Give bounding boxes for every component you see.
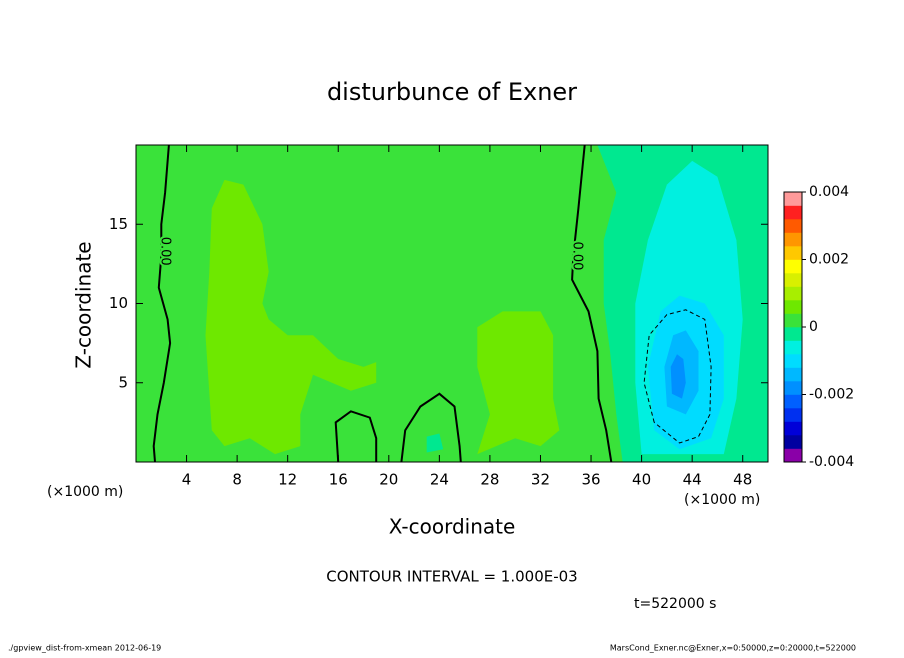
y-axis-label: Z-coordinate	[72, 241, 96, 368]
x-tick-label: 12	[278, 471, 297, 489]
chart-title: disturbunce of Exner	[327, 78, 577, 106]
contour-line	[152, 145, 172, 462]
y-tick-label: 10	[109, 294, 128, 312]
colorbar-swatch	[784, 219, 802, 233]
colorbar-swatch	[784, 448, 802, 463]
contour-line	[400, 392, 462, 462]
x-tick-label: 20	[379, 471, 398, 489]
y-unit: (×1000 m)	[47, 484, 123, 500]
colorbar-swatch	[784, 381, 802, 395]
field-region	[670, 354, 686, 399]
x-tick-label: 44	[683, 471, 702, 489]
colorbar-swatch	[784, 273, 802, 287]
time-label: t=522000 s	[634, 596, 716, 612]
colorbar-tick-label: 0.002	[809, 252, 849, 268]
x-tick-label: 48	[733, 471, 752, 489]
contour-line	[643, 309, 712, 444]
x-tick-label: 40	[632, 471, 651, 489]
colorbar-swatch	[784, 408, 802, 422]
colorbar-swatch	[784, 367, 802, 382]
y-tick-label: 15	[109, 215, 128, 233]
colorbar-tick-label: 0	[809, 319, 818, 335]
x-tick-label: 32	[531, 471, 550, 489]
colorbar-swatch	[784, 192, 802, 206]
colorbar-swatch	[784, 300, 802, 314]
colorbar-tick-label: -0.002	[809, 387, 854, 403]
colorbar-tick-label: 0.004	[809, 184, 849, 200]
colorbar-swatch	[784, 421, 802, 436]
colorbar-swatch	[784, 340, 802, 355]
field-region	[426, 433, 444, 453]
plot-area	[136, 145, 768, 462]
contour-line	[571, 145, 613, 462]
colorbar-swatch	[784, 205, 802, 220]
contour-line	[334, 410, 378, 462]
x-tick-label: 36	[581, 471, 600, 489]
contour-label: 0.00	[570, 241, 585, 270]
colorbar-swatch	[784, 327, 802, 341]
contour-label: 0.00	[158, 237, 173, 266]
x-unit: (×1000 m)	[684, 492, 760, 508]
colorbar-swatch	[784, 435, 802, 449]
x-axis-label: X-coordinate	[389, 515, 516, 539]
colorbar-swatch	[784, 354, 802, 368]
field-region	[205, 179, 377, 455]
x-tick-label: 28	[480, 471, 499, 489]
x-tick-label: 8	[232, 471, 242, 489]
colorbar-swatch	[784, 313, 802, 328]
colorbar-swatch	[784, 246, 802, 260]
colorbar-swatch	[784, 286, 802, 301]
x-tick-label: 24	[430, 471, 449, 489]
footer-right: MarsCond_Exner.nc@Exner,x=0:50000,z=0:20…	[610, 644, 856, 653]
colorbar-swatch	[784, 232, 802, 247]
annotation: CONTOUR INTERVAL = 1.000E-03	[326, 568, 577, 586]
field-region	[477, 311, 560, 455]
x-tick-label: 16	[329, 471, 348, 489]
y-tick-label: 5	[118, 373, 128, 391]
colorbar-swatch	[784, 394, 802, 409]
colorbar-tick-label: -0.004	[809, 454, 854, 470]
footer-left: ./gpview_dist-from-xmean 2012-06-19	[8, 644, 161, 653]
colorbar-swatch	[784, 259, 802, 274]
x-tick-label: 4	[182, 471, 192, 489]
